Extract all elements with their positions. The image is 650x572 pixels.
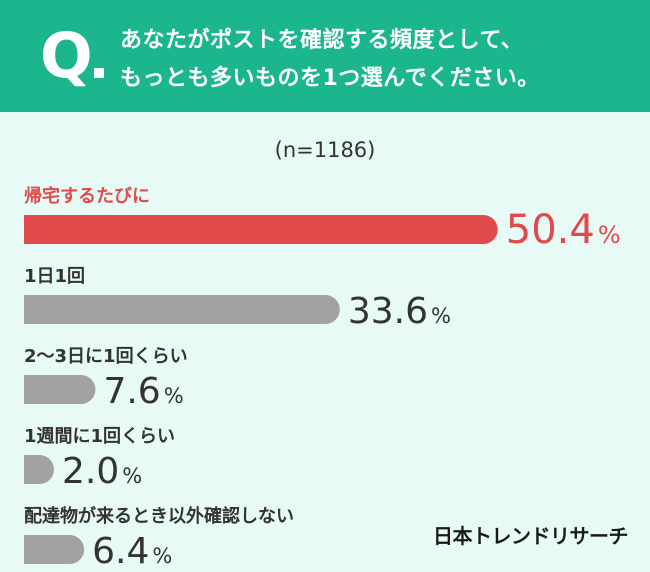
question-text-line2: もっとも多いものを1つ選んでください。 <box>120 66 540 91</box>
bar <box>24 375 96 404</box>
value-label: 7.6% <box>103 371 183 412</box>
question-header: Q あなたがポストを確認する頻度として、 もっとも多いものを1つ選んでください。 <box>0 0 650 112</box>
brand-logo: 日本トレンドリサーチ <box>433 524 629 548</box>
sample-size-label: (n=1186) <box>274 138 376 162</box>
category-label: 1週間に1回くらい <box>24 426 175 447</box>
category-label: 1日1回 <box>24 266 85 287</box>
bar <box>24 295 340 324</box>
value-label: 50.4% <box>506 207 621 253</box>
value-label: 6.4% <box>92 531 172 572</box>
value-label: 33.6% <box>348 291 451 332</box>
bar <box>24 215 498 244</box>
question-mark: Q <box>40 19 93 92</box>
bar <box>24 455 54 484</box>
question-text-line1: あなたがポストを確認する頻度として、 <box>120 28 524 53</box>
value-label: 2.0% <box>62 451 142 492</box>
category-label: 配達物が来るとき以外確認しない <box>24 505 294 527</box>
category-label: 帰宅するたびに <box>24 185 150 207</box>
question-mark-dot <box>94 68 104 78</box>
bar <box>24 535 85 564</box>
category-label: 2〜3日に1回くらい <box>24 346 188 367</box>
